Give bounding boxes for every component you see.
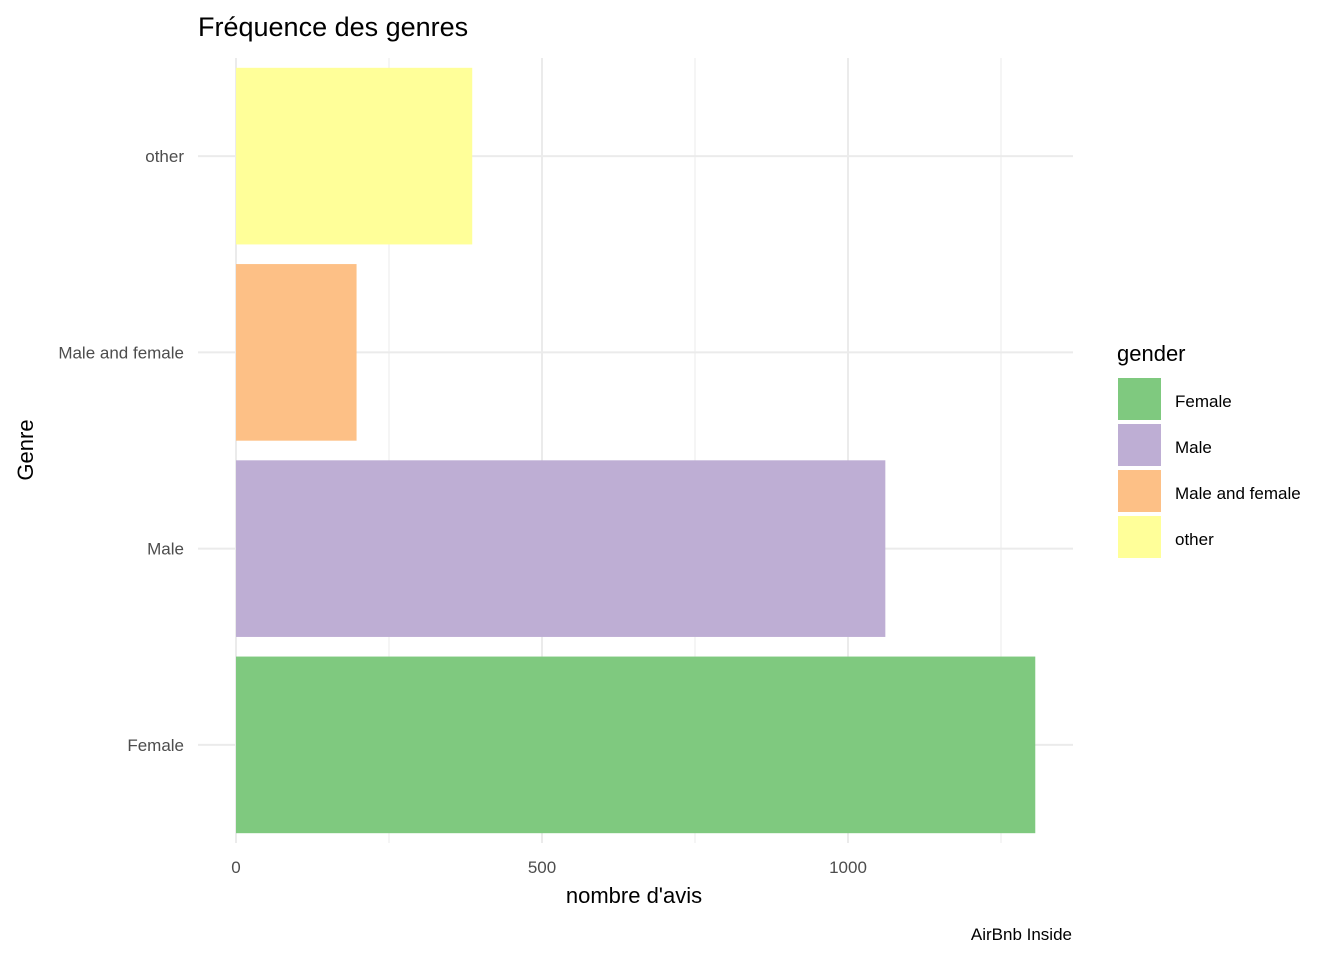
bar-other (236, 67, 473, 245)
bar-male-and-female (236, 264, 357, 441)
bars (236, 67, 1036, 834)
y-axis-title: Genre (13, 419, 38, 480)
chart-title: Fréquence des genres (198, 12, 468, 42)
legend-label-female: Female (1175, 392, 1232, 411)
y-tick-label: Female (127, 736, 184, 755)
legend-swatch-male (1118, 424, 1161, 466)
legend-label-other: other (1175, 530, 1214, 549)
y-tick-label: Male and female (58, 343, 184, 362)
x-axis-title: nombre d'avis (566, 883, 702, 908)
x-tick-labels: 0 500 1000 (231, 858, 867, 877)
chart-caption: AirBnb Inside (971, 925, 1072, 944)
legend-swatch-other (1118, 516, 1161, 558)
legend-title: gender (1117, 341, 1186, 366)
x-tick-label: 1000 (829, 858, 867, 877)
x-tick-label: 0 (231, 858, 240, 877)
legend-label-male-and-female: Male and female (1175, 484, 1301, 503)
y-tick-label: other (145, 147, 184, 166)
legend: gender Female Male Male and female other (1117, 341, 1301, 558)
legend-label-male: Male (1175, 438, 1212, 457)
legend-swatch-male-and-female (1118, 470, 1161, 512)
y-tick-label: Male (147, 540, 184, 559)
bar-female (236, 656, 1036, 834)
bar-male (236, 460, 886, 637)
legend-swatch-female (1118, 378, 1161, 420)
y-tick-labels: Female Male Male and female other (58, 147, 184, 755)
x-tick-label: 500 (528, 858, 556, 877)
